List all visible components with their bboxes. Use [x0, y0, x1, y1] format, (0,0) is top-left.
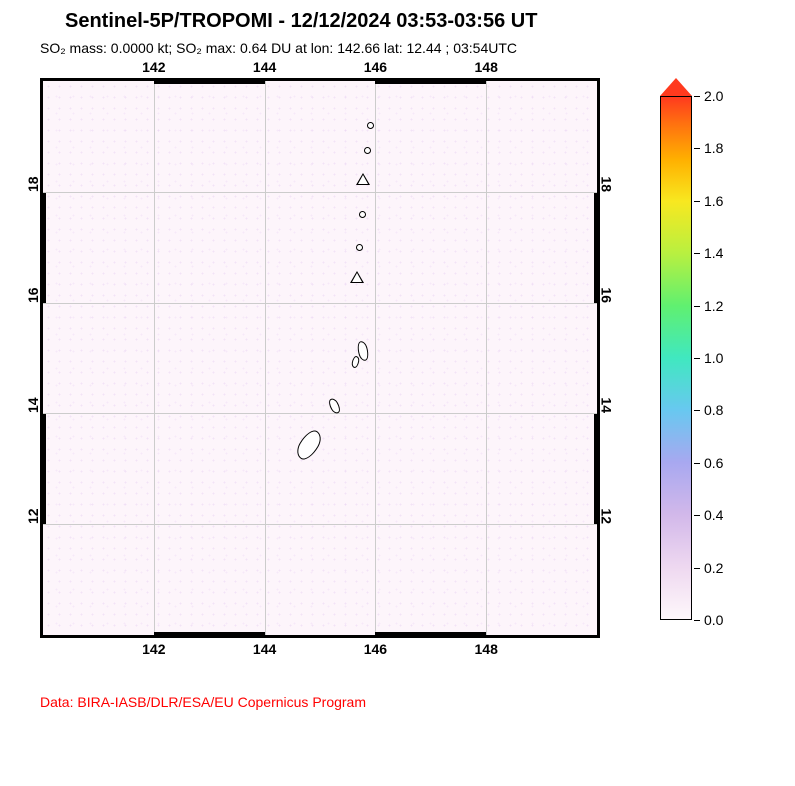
chart-subtitle: SO₂ mass: 0.0000 kt; SO₂ max: 0.64 DU at…	[40, 40, 517, 56]
frame-tick-block	[40, 192, 46, 303]
gridline-lon	[265, 81, 266, 635]
lon-tick-label: 144	[253, 641, 276, 657]
lat-tick-label: 18	[25, 176, 41, 192]
lat-tick-label: 16	[599, 287, 615, 303]
colorbar-tick-label: 2.0	[704, 88, 723, 104]
colorbar-tick	[694, 148, 700, 149]
gridline-lat	[43, 303, 597, 304]
gridline-lon	[154, 81, 155, 635]
colorbar-gradient	[660, 96, 692, 620]
colorbar-tick-label: 0.8	[704, 402, 723, 418]
data-credit: Data: BIRA-IASB/DLR/ESA/EU Copernicus Pr…	[40, 694, 366, 710]
colorbar-under-triangle	[660, 620, 692, 638]
colorbar-tick-label: 0.0	[704, 612, 723, 628]
volcano-icon	[356, 173, 370, 185]
gridline-lat	[43, 192, 597, 193]
colorbar-tick-label: 0.2	[704, 560, 723, 576]
frame-tick-block	[154, 78, 265, 84]
colorbar-tick	[694, 253, 700, 254]
colorbar-tick	[694, 201, 700, 202]
colorbar-tick-label: 1.6	[704, 193, 723, 209]
lon-tick-label: 148	[475, 641, 498, 657]
colorbar-tick	[694, 463, 700, 464]
frame-tick-block	[154, 632, 265, 638]
lat-tick-label: 18	[599, 176, 615, 192]
lat-tick-label: 12	[599, 509, 615, 525]
island-dot	[356, 244, 363, 251]
colorbar-tick-label: 1.8	[704, 140, 723, 156]
lat-tick-label: 12	[25, 509, 41, 525]
map-data-field	[43, 81, 597, 635]
lon-tick-label: 146	[364, 59, 387, 75]
gridline-lon	[375, 81, 376, 635]
map-plot: 1421421441441461461481481212141416161818	[40, 78, 600, 638]
lon-tick-label: 142	[142, 641, 165, 657]
lon-tick-label: 146	[364, 641, 387, 657]
colorbar-tick-label: 1.4	[704, 245, 723, 261]
frame-tick-block	[375, 632, 486, 638]
volcano-icon	[350, 271, 364, 283]
lat-tick-label: 16	[25, 287, 41, 303]
colorbar-tick-label: 0.4	[704, 507, 723, 523]
colorbar-tick	[694, 410, 700, 411]
chart-title: Sentinel-5P/TROPOMI - 12/12/2024 03:53-0…	[65, 10, 537, 33]
frame-tick-block	[594, 413, 600, 524]
colorbar-over-triangle	[660, 78, 692, 96]
lon-tick-label: 142	[142, 59, 165, 75]
colorbar-tick-label: 1.0	[704, 350, 723, 366]
lon-tick-label: 148	[475, 59, 498, 75]
colorbar-tick	[694, 515, 700, 516]
lat-tick-label: 14	[599, 398, 615, 414]
colorbar-tick-label: 0.6	[704, 455, 723, 471]
lon-tick-label: 144	[253, 59, 276, 75]
colorbar-tick	[694, 620, 700, 621]
colorbar-tick	[694, 306, 700, 307]
gridline-lat	[43, 524, 597, 525]
colorbar-tick-label: 1.2	[704, 298, 723, 314]
colorbar-tick	[694, 96, 700, 97]
frame-tick-block	[375, 78, 486, 84]
colorbar-tick	[694, 568, 700, 569]
gridline-lon	[486, 81, 487, 635]
frame-tick-block	[594, 192, 600, 303]
island-dot	[359, 211, 366, 218]
colorbar-tick	[694, 358, 700, 359]
colorbar: 0.00.20.40.60.81.01.21.41.61.82.0	[660, 96, 692, 620]
frame-tick-block	[40, 413, 46, 524]
gridline-lat	[43, 413, 597, 414]
lat-tick-label: 14	[25, 398, 41, 414]
